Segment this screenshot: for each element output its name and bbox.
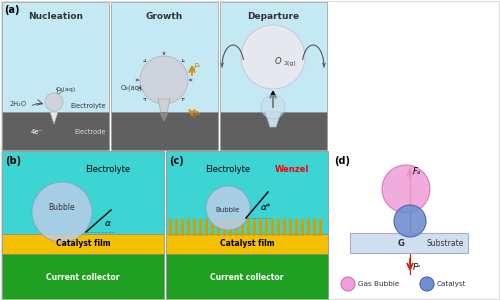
Text: Bubble: Bubble bbox=[216, 207, 240, 213]
Text: Current collector: Current collector bbox=[46, 272, 120, 281]
Text: G: G bbox=[397, 238, 404, 247]
Bar bbox=[350, 233, 468, 253]
Polygon shape bbox=[50, 112, 58, 124]
Circle shape bbox=[341, 277, 355, 291]
Text: O₂(aq): O₂(aq) bbox=[56, 88, 76, 92]
Circle shape bbox=[32, 182, 92, 242]
Circle shape bbox=[394, 205, 426, 237]
Bar bbox=[220, 2, 327, 112]
Circle shape bbox=[420, 277, 434, 291]
Bar bbox=[220, 112, 327, 150]
Text: Fᵇ: Fᵇ bbox=[413, 263, 422, 272]
Text: Bubble: Bubble bbox=[48, 203, 76, 212]
Text: Fₐ: Fₐ bbox=[413, 167, 421, 176]
Text: O₂(aq): O₂(aq) bbox=[121, 85, 142, 91]
Text: (a): (a) bbox=[4, 5, 20, 15]
Text: O: O bbox=[275, 56, 281, 65]
Bar bbox=[2, 254, 164, 300]
Bar bbox=[111, 2, 218, 112]
Bar bbox=[166, 151, 328, 234]
Text: Catalyst film: Catalyst film bbox=[220, 239, 274, 248]
Text: Electrolyte: Electrolyte bbox=[205, 165, 250, 174]
Bar bbox=[2, 234, 164, 254]
Text: Electrode: Electrode bbox=[74, 129, 106, 135]
Text: α*: α* bbox=[261, 203, 271, 212]
Bar bbox=[2, 2, 109, 112]
Text: Substrate: Substrate bbox=[426, 238, 464, 247]
Polygon shape bbox=[159, 112, 169, 122]
Text: Departure: Departure bbox=[248, 12, 300, 21]
Text: Electrolyte: Electrolyte bbox=[84, 165, 130, 174]
Circle shape bbox=[261, 95, 285, 119]
Text: Fᵇ: Fᵇ bbox=[194, 64, 202, 73]
Bar bbox=[111, 112, 218, 150]
Text: Wenzel: Wenzel bbox=[275, 165, 310, 174]
Text: α: α bbox=[105, 220, 111, 229]
Text: Gas Bubble: Gas Bubble bbox=[358, 281, 400, 287]
Text: Fᵈ: Fᵈ bbox=[194, 112, 202, 121]
Text: Nucleation: Nucleation bbox=[28, 12, 83, 21]
Text: 4e⁻: 4e⁻ bbox=[31, 129, 43, 135]
Text: Catalyst: Catalyst bbox=[437, 281, 466, 287]
Polygon shape bbox=[158, 99, 170, 117]
Text: (b): (b) bbox=[5, 156, 21, 166]
Circle shape bbox=[382, 165, 430, 213]
Bar bbox=[2, 151, 164, 234]
Text: 2H₂O: 2H₂O bbox=[10, 101, 27, 107]
Text: 2(g): 2(g) bbox=[283, 61, 296, 65]
Circle shape bbox=[206, 186, 250, 230]
Bar bbox=[166, 234, 328, 254]
Text: Electrolyte: Electrolyte bbox=[70, 103, 106, 109]
Bar bbox=[2, 112, 109, 150]
Text: (c): (c) bbox=[169, 156, 184, 166]
Polygon shape bbox=[265, 112, 281, 127]
Text: Catalyst film: Catalyst film bbox=[56, 239, 110, 248]
Text: Growth: Growth bbox=[146, 12, 183, 21]
Text: (d): (d) bbox=[334, 156, 350, 166]
Bar bbox=[166, 254, 328, 300]
Text: Current collector: Current collector bbox=[210, 272, 284, 281]
Circle shape bbox=[45, 93, 63, 111]
Circle shape bbox=[140, 56, 188, 104]
Circle shape bbox=[241, 25, 305, 89]
